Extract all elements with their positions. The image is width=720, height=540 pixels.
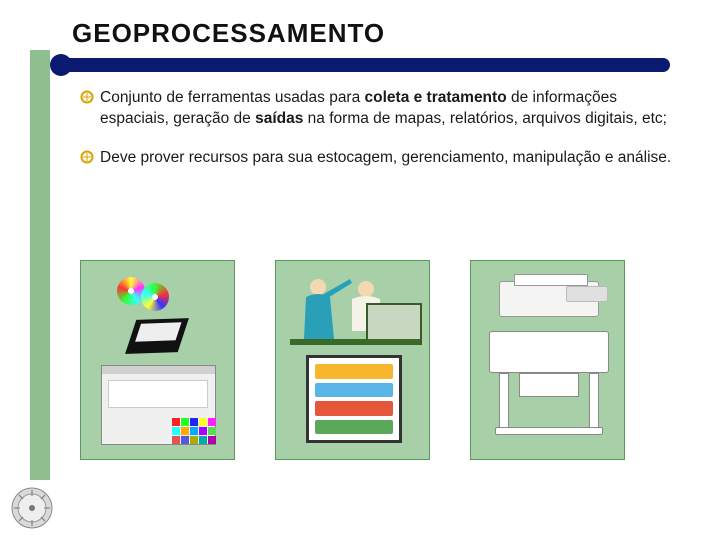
map-screen xyxy=(306,355,402,443)
bullet-item: Deve prover recursos para sua estocagem,… xyxy=(80,148,680,169)
title-underline-cap xyxy=(50,54,72,76)
panel-output xyxy=(470,260,625,460)
title-underline-bar xyxy=(60,58,670,72)
window-mock xyxy=(101,365,216,445)
panel-analysis xyxy=(275,260,430,460)
bullet-icon xyxy=(80,150,100,164)
desk-icon xyxy=(290,339,420,345)
seal-logo xyxy=(10,486,54,530)
window-titlebar xyxy=(102,366,215,374)
bullet-text: Deve prover recursos para sua estocagem,… xyxy=(100,148,671,169)
bullet-text: Conjunto de ferramentas usadas para cole… xyxy=(100,88,680,130)
bullet-list: Conjunto de ferramentas usadas para cole… xyxy=(80,88,680,187)
bullet-item: Conjunto de ferramentas usadas para cole… xyxy=(80,88,680,130)
printer-icon xyxy=(499,281,599,317)
floppy-icon xyxy=(125,318,189,354)
cd-icon xyxy=(141,283,169,311)
slide-title: GEOPROCESSAMENTO xyxy=(72,18,385,49)
illustration-panels xyxy=(80,260,625,460)
window-canvas xyxy=(108,380,208,408)
accent-stripe xyxy=(30,50,50,480)
panel-storage xyxy=(80,260,235,460)
color-grid xyxy=(172,418,216,444)
plotter-icon xyxy=(489,331,609,441)
bullet-icon xyxy=(80,90,100,104)
